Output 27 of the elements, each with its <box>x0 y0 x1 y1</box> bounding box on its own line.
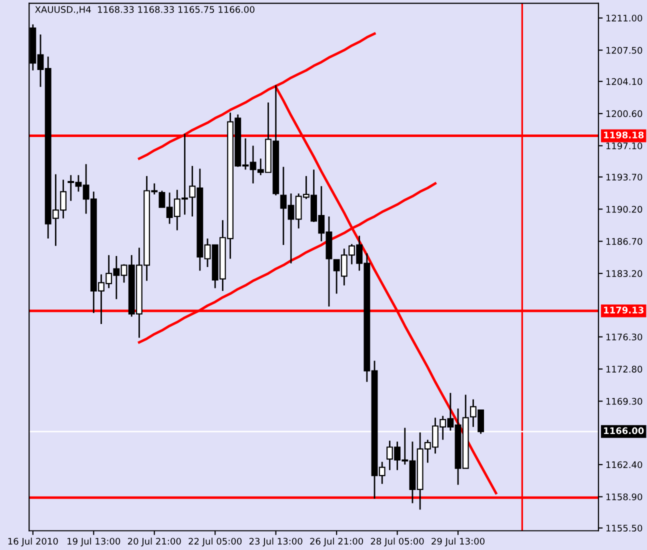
x-tick-label: 26 Jul 21:00 <box>310 538 364 546</box>
y-tick-label: 1193.70 <box>606 174 642 181</box>
y-tick-label: 1183.20 <box>606 270 642 278</box>
ref-line-label: 1198.18 <box>604 132 644 138</box>
x-tick-label: 28 Jul 05:00 <box>370 538 424 546</box>
y-tick-label: 1158.90 <box>606 493 642 500</box>
y-tick-label: 1176.30 <box>606 334 642 340</box>
y-tick-label: 1162.40 <box>606 461 642 468</box>
ref-line-label: 1166.00 <box>604 427 644 434</box>
x-tick-label: 22 Jul 05:00 <box>188 538 242 546</box>
y-tick-label: 1211.00 <box>606 14 642 22</box>
ref-line-label: 1179.13 <box>604 306 644 314</box>
x-tick-label: 16 Jul 2010 <box>8 538 58 546</box>
y-tick-label: 1155.50 <box>606 524 642 532</box>
chart-title: XAUUSD.,H4 1168.33 1168.33 1165.75 1166.00 <box>35 6 254 14</box>
y-tick-label: 1207.50 <box>606 46 642 54</box>
y-tick-label: 1197.10 <box>606 142 642 150</box>
y-tick-label: 1200.60 <box>606 110 642 118</box>
x-tick-label: 23 Jul 13:00 <box>249 538 302 546</box>
x-tick-label: 29 Jul 13:00 <box>432 538 484 546</box>
y-tick-label: 1172.80 <box>606 366 642 373</box>
y-tick-label: 1169.30 <box>606 398 642 405</box>
x-tick-label: 20 Jul 21:00 <box>128 538 181 546</box>
x-tick-label: 19 Jul 13:00 <box>68 538 120 546</box>
y-tick-label: 1186.70 <box>606 238 642 245</box>
y-tick-label: 1190.20 <box>606 206 642 213</box>
y-tick-label: 1204.10 <box>606 78 642 85</box>
